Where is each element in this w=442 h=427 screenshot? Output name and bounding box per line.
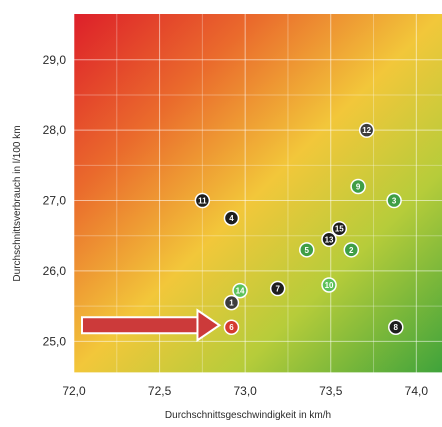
data-point-label: 2 <box>349 246 354 255</box>
data-point-6: 6 <box>223 319 240 335</box>
y-tick-labels: 25,0 26,0 27,0 28,0 29,0 <box>43 53 67 349</box>
data-point-marker <box>321 231 337 248</box>
data-point-7: 7 <box>269 280 286 297</box>
plot-background <box>74 14 442 373</box>
data-point-14: 14 <box>232 282 248 299</box>
data-point-marker <box>321 277 337 293</box>
data-point-11: 11 <box>194 192 211 209</box>
data-point-marker <box>194 192 211 209</box>
data-point-marker <box>223 294 240 311</box>
data-point-label: 8 <box>394 323 399 332</box>
data-point-4: 4 <box>223 210 240 226</box>
data-point-marker <box>331 220 348 237</box>
data-point-label: 10 <box>325 281 334 290</box>
x-tick-label: 73,0 <box>233 384 257 398</box>
data-point-label: 7 <box>275 285 280 294</box>
data-point-marker <box>232 282 248 299</box>
data-point-marker <box>388 319 404 335</box>
y-tick-label: 25,0 <box>43 334 67 348</box>
y-tick-label: 29,0 <box>43 53 67 67</box>
data-point-label: 4 <box>229 214 234 223</box>
data-point-marker <box>223 319 240 335</box>
data-point-label: 14 <box>236 287 245 296</box>
data-point-label: 3 <box>392 197 397 206</box>
data-point-5: 5 <box>299 242 315 258</box>
x-tick-label: 74,0 <box>405 384 429 398</box>
data-point-10: 10 <box>321 277 337 293</box>
x-tick-label: 72,5 <box>148 384 172 398</box>
data-point-marker <box>386 192 402 209</box>
data-point-3: 3 <box>386 192 402 209</box>
data-point-label: 11 <box>198 197 207 206</box>
x-axis-title: Durchschnittsgeschwindigkeit in km/h <box>165 410 331 421</box>
y-tick-label: 26,0 <box>43 264 67 278</box>
data-point-marker <box>299 242 315 258</box>
data-point-label: 5 <box>305 246 310 255</box>
data-point-label: 15 <box>335 225 344 234</box>
y-tick-label: 27,0 <box>43 194 67 208</box>
data-point-15: 15 <box>331 220 348 237</box>
x-tick-label: 72,0 <box>62 384 86 398</box>
x-tick-label: 73,5 <box>319 384 343 398</box>
highlight-arrow-body <box>81 316 201 335</box>
data-point-2: 2 <box>343 242 360 258</box>
data-point-label: 1 <box>229 299 234 308</box>
data-point-marker <box>269 280 286 297</box>
data-point-marker <box>223 210 240 226</box>
y-axis-title: Durchschnittsverbrauch in l/100 km <box>12 125 23 281</box>
highlight-arrow <box>81 308 222 343</box>
data-point-label: 6 <box>229 323 234 332</box>
data-point-8: 8 <box>388 319 404 335</box>
data-point-label: 12 <box>362 126 371 135</box>
data-point-label: 9 <box>356 182 361 191</box>
x-tick-labels: 72,0 72,5 73,0 73,5 74,0 <box>62 384 428 398</box>
data-point-marker <box>358 122 375 138</box>
data-point-13: 13 <box>321 231 337 248</box>
data-point-marker <box>350 178 366 195</box>
highlight-arrow-head <box>196 308 222 343</box>
data-point-9: 9 <box>350 178 366 195</box>
y-tick-label: 28,0 <box>43 123 67 137</box>
grid <box>73 14 442 374</box>
data-point-12: 12 <box>358 122 375 138</box>
data-point-1: 1 <box>223 294 240 311</box>
data-point-marker <box>343 242 360 258</box>
data-point-label: 13 <box>325 235 334 244</box>
